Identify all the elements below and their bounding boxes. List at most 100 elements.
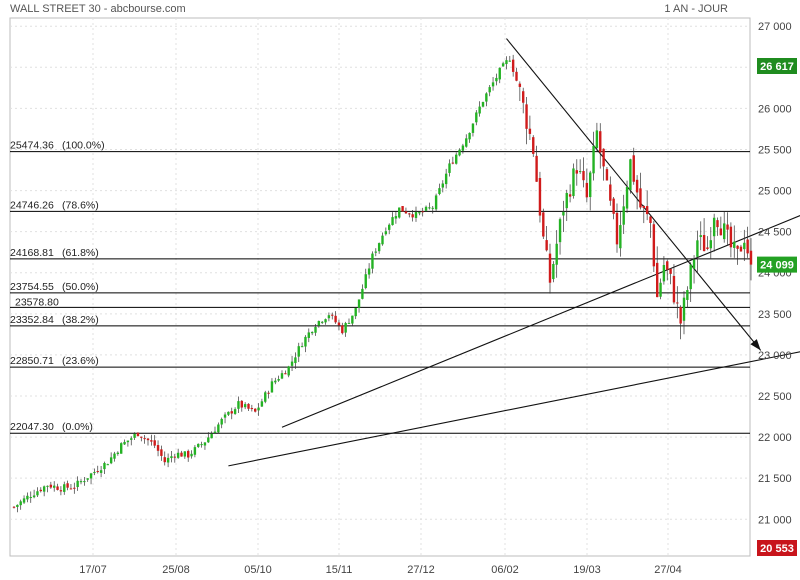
- candle-up: [555, 243, 558, 265]
- candle-up: [572, 168, 575, 197]
- candle-down: [599, 131, 602, 153]
- candle-up: [42, 486, 46, 492]
- candle-up: [347, 322, 351, 324]
- y-tick-label: 27 000: [758, 21, 792, 33]
- candle-down: [652, 224, 656, 267]
- candle-up: [227, 411, 230, 415]
- candle-up: [592, 145, 595, 174]
- candle-down: [736, 245, 739, 249]
- fib-pct-label: (23.6%): [62, 355, 99, 367]
- candle-up: [367, 268, 371, 275]
- x-tick-label: 27/04: [654, 564, 682, 576]
- candle-up: [558, 219, 562, 243]
- candle-up: [699, 235, 702, 238]
- candle-up: [83, 481, 86, 483]
- candle-up: [89, 473, 93, 479]
- candle-down: [615, 212, 619, 245]
- candle-down: [602, 148, 605, 167]
- candle-down: [404, 211, 408, 214]
- candle-up: [133, 433, 136, 438]
- candle-down: [341, 325, 344, 334]
- candle-up: [223, 414, 227, 418]
- candle-up: [689, 264, 692, 290]
- candle-down: [645, 206, 649, 215]
- candle-down: [746, 239, 749, 254]
- candle-up: [16, 504, 19, 507]
- candle-up: [46, 485, 49, 487]
- candle-up: [22, 498, 26, 503]
- candle-up: [257, 407, 260, 411]
- candle-up: [86, 478, 89, 480]
- candle-up: [491, 82, 495, 87]
- candle-up: [351, 315, 354, 324]
- candle-down: [639, 188, 642, 208]
- candle-up: [193, 447, 197, 455]
- candle-up: [130, 438, 133, 440]
- candle-down: [160, 449, 163, 456]
- y-tick-label: 22 000: [758, 432, 792, 444]
- candle-up: [109, 457, 113, 464]
- trend-lines: [228, 38, 800, 467]
- candle-down: [548, 253, 552, 283]
- candle-up: [662, 265, 666, 282]
- price-badge-label: 26 617: [760, 61, 794, 73]
- candle-up: [377, 243, 381, 252]
- candle-down: [575, 170, 578, 174]
- candle-up: [203, 442, 207, 446]
- candlesticks: [12, 54, 753, 513]
- candle-up: [327, 315, 331, 319]
- candle-down: [532, 137, 535, 154]
- candle-up: [444, 173, 448, 185]
- candle-up: [260, 401, 264, 407]
- trend-line: [228, 351, 800, 467]
- candle-up: [394, 216, 398, 219]
- x-tick-label: 17/07: [79, 564, 107, 576]
- candle-down: [545, 240, 548, 251]
- candle-down: [240, 400, 243, 408]
- candle-up: [381, 235, 384, 245]
- candle-down: [585, 182, 589, 198]
- candle-up: [233, 409, 237, 414]
- candle-up: [686, 290, 689, 300]
- candle-up: [488, 87, 491, 93]
- y-tick-label: 22 500: [758, 391, 792, 403]
- candle-down: [568, 194, 572, 197]
- candle-up: [354, 308, 357, 317]
- candle-up: [565, 192, 568, 209]
- candle-up: [103, 463, 106, 470]
- candle-up: [120, 443, 123, 454]
- candle-up: [692, 259, 696, 269]
- candle-up: [113, 453, 116, 459]
- candle-down: [632, 155, 635, 182]
- candle-up: [287, 366, 290, 376]
- price-badge-bg: [757, 540, 797, 556]
- candle-up: [458, 149, 461, 156]
- candle-up: [197, 443, 200, 447]
- price-badge-label: 24 099: [760, 260, 794, 272]
- candle-down: [140, 436, 143, 438]
- candle-down: [150, 440, 153, 442]
- trend-line: [281, 215, 800, 428]
- candle-up: [116, 452, 120, 454]
- candle-up: [391, 217, 394, 226]
- candle-up: [659, 282, 662, 297]
- candle-up: [696, 240, 699, 257]
- candle-up: [264, 392, 267, 402]
- x-tick-label: 06/02: [491, 564, 519, 576]
- candle-down: [729, 226, 733, 248]
- candle-up: [183, 451, 187, 457]
- candle-down: [515, 71, 518, 81]
- candle-up: [200, 444, 203, 446]
- candle-down: [719, 228, 723, 236]
- candle-up: [622, 206, 625, 225]
- candle-down: [267, 392, 270, 394]
- candle-up: [595, 130, 599, 148]
- candle-up: [63, 484, 66, 492]
- candle-down: [143, 438, 146, 440]
- candle-down: [254, 408, 257, 412]
- candle-up: [26, 495, 29, 500]
- candle-down: [542, 212, 545, 237]
- candle-down: [146, 438, 150, 441]
- candle-up: [314, 326, 317, 333]
